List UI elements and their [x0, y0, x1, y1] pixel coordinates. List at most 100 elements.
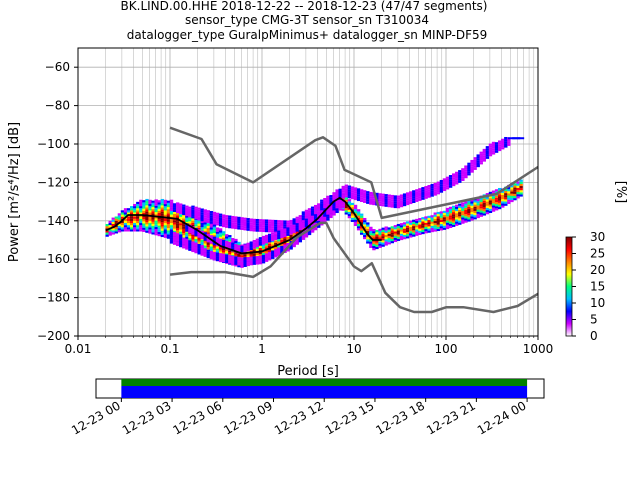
pdf-cell — [277, 230, 281, 233]
pdf-cell — [154, 220, 158, 223]
pdf-cell — [157, 217, 161, 220]
pdf-cell — [185, 243, 189, 246]
pdf-cell — [326, 214, 330, 217]
pdf-cell — [369, 241, 373, 244]
pdf-cell — [301, 213, 306, 216]
pdf-cell — [442, 182, 447, 185]
pdf-cell — [218, 257, 223, 260]
pdf-cell — [353, 221, 358, 224]
pdf-cell — [488, 145, 493, 148]
pdf-cell — [455, 219, 459, 222]
pdf-cell — [470, 209, 474, 213]
pdf-cell — [332, 192, 336, 195]
pdf-cell — [203, 248, 207, 251]
pdf-cell — [252, 242, 257, 245]
pdf-cell — [261, 244, 266, 247]
pdf-cell — [111, 223, 115, 227]
pdf-cell — [458, 176, 462, 179]
pdf-cell — [200, 245, 204, 248]
pdf-cell — [182, 204, 186, 207]
pdf-cell — [366, 193, 370, 196]
pdf-cell — [255, 256, 260, 259]
pdf-cell — [151, 223, 155, 227]
pdf-cell — [182, 242, 186, 245]
pdf-cell — [412, 192, 416, 195]
pdf-cell — [246, 253, 250, 256]
pdf-cell — [421, 221, 425, 224]
pdf-cell — [240, 221, 244, 224]
pdf-cell — [418, 226, 422, 229]
pdf-cell — [157, 206, 161, 209]
pdf-cell — [439, 213, 444, 216]
pdf-cell — [157, 202, 161, 205]
pdf-cell — [228, 261, 232, 264]
pdf-cell — [304, 216, 309, 219]
pdf-cell — [249, 254, 253, 257]
pdf-cell — [298, 238, 303, 241]
pdf-cell — [421, 187, 425, 190]
pdf-cell — [142, 212, 146, 216]
pdf-cell — [436, 183, 441, 186]
pdf-cell — [194, 248, 198, 252]
pdf-cell — [405, 234, 410, 237]
pdf-cell — [372, 196, 376, 199]
pdf-cell — [240, 223, 244, 226]
pdf-cell — [215, 248, 220, 251]
pdf-cell — [313, 211, 318, 214]
pdf-cell — [188, 212, 192, 216]
pdf-cell — [200, 241, 204, 245]
pdf-cell — [188, 229, 192, 232]
pdf-cell — [470, 203, 474, 206]
pdf-cell — [405, 221, 410, 224]
pdf-cell — [200, 222, 204, 226]
pdf-cell — [191, 224, 195, 228]
timeline-pdf-coverage — [121, 386, 528, 398]
pdf-cell — [228, 246, 232, 249]
pdf-cell — [320, 205, 324, 209]
pdf-cell — [295, 223, 299, 226]
pdf-cell — [114, 227, 119, 230]
pdf-cell — [470, 205, 474, 208]
pdf-cell — [519, 192, 523, 195]
pdf-cell — [485, 146, 490, 149]
pdf-cell — [151, 204, 155, 208]
pdf-cell — [129, 206, 134, 209]
pdf-cell — [470, 170, 474, 173]
pdf-cell — [356, 198, 361, 202]
pdf-cell — [464, 220, 468, 223]
pdf-cell — [255, 223, 260, 226]
pdf-cell — [356, 192, 361, 195]
pdf-cell — [255, 262, 260, 265]
pdf-cell — [209, 221, 214, 224]
pdf-cell — [375, 240, 379, 243]
pdf-cell — [191, 211, 195, 215]
pdf-cell — [301, 215, 306, 218]
pdf-cell — [129, 222, 134, 226]
pdf-cell — [148, 216, 152, 219]
pdf-cell — [292, 226, 296, 229]
pdf-cell — [350, 186, 355, 189]
pdf-cell — [240, 255, 244, 258]
pdf-cell — [359, 222, 364, 225]
pdf-cell — [218, 253, 223, 256]
pdf-cell — [261, 256, 266, 260]
pdf-cell — [185, 214, 189, 217]
pdf-cell — [405, 231, 410, 235]
pdf-cell — [393, 235, 398, 238]
pdf-cell — [182, 226, 186, 229]
pdf-cell — [142, 229, 146, 232]
y-tick-label: −120 — [37, 175, 70, 189]
pdf-cell — [497, 200, 502, 203]
pdf-cells — [105, 136, 525, 268]
pdf-cell — [139, 220, 143, 224]
pdf-cell — [519, 185, 523, 189]
pdf-cell — [393, 233, 398, 236]
pdf-cell — [396, 197, 401, 200]
pdf-cell — [479, 208, 483, 211]
pdf-cell — [203, 215, 207, 218]
pdf-cell — [323, 197, 327, 201]
pdf-cell — [381, 195, 385, 198]
pdf-cell — [298, 215, 303, 218]
pdf-cell — [148, 199, 152, 202]
pdf-cell — [271, 256, 275, 259]
